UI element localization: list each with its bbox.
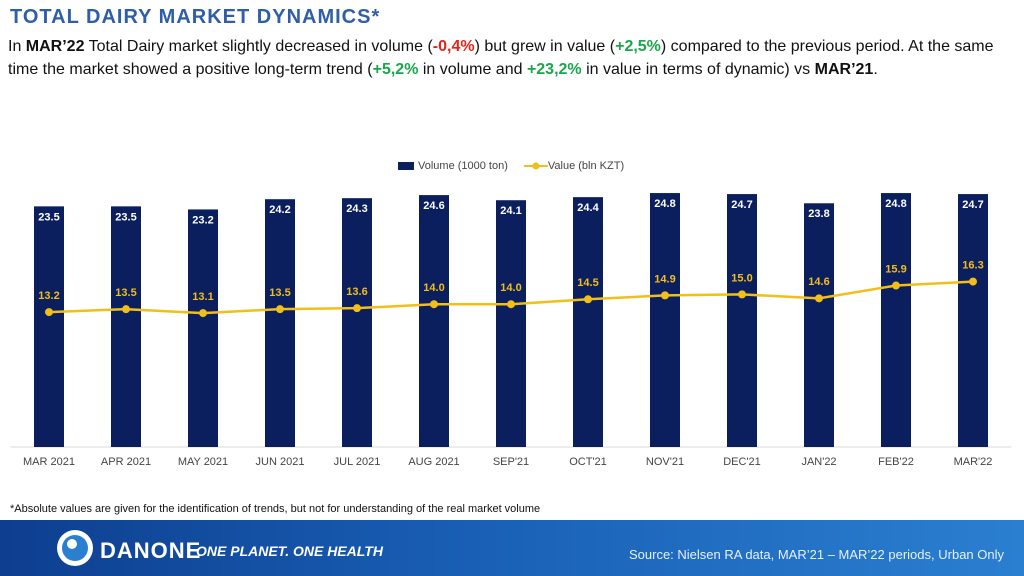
- intro-text: MAR’22: [25, 38, 85, 55]
- line-point: [661, 291, 669, 300]
- line-value-label: 13.1: [192, 291, 213, 303]
- bar: [573, 197, 603, 447]
- intro-text: +5,2%: [372, 61, 419, 78]
- x-tick-label: OCT'21: [569, 456, 607, 468]
- bar-value-label: 24.2: [269, 204, 290, 216]
- footnote: *Absolute values are given for the ident…: [10, 503, 541, 515]
- bar-value-label: 23.2: [192, 214, 213, 226]
- legend-label: Value (bln KZT): [548, 160, 624, 172]
- x-tick-label: JUN 2021: [256, 456, 305, 468]
- intro-text: MAR’21: [814, 61, 874, 78]
- footer-band: [0, 520, 1024, 576]
- bar: [188, 209, 218, 447]
- x-tick-label: JAN'22: [801, 456, 836, 468]
- line-point: [276, 305, 284, 314]
- line-point: [815, 294, 823, 303]
- x-tick-label: FEB'22: [878, 456, 914, 468]
- chart: Volume (1000 ton) Value (bln KZT) MAR 2021…: [10, 160, 1012, 468]
- line-point: [122, 305, 130, 314]
- bar-value-label: 24.4: [577, 202, 599, 214]
- intro-text: in value in terms of dynamic) vs: [581, 61, 815, 78]
- line-point: [969, 277, 977, 286]
- line-value-label: 13.5: [269, 287, 290, 299]
- bar-value-label: 23.5: [38, 211, 59, 223]
- bar: [496, 200, 526, 447]
- bar: [34, 206, 64, 447]
- intro-text: .: [873, 61, 878, 78]
- intro-text: +23,2%: [526, 61, 582, 78]
- line-value-label: 13.6: [346, 286, 367, 298]
- bar-value-label: 24.6: [423, 200, 444, 212]
- x-tick-label: MAR 2021: [23, 456, 75, 468]
- bar: [111, 206, 141, 447]
- logo: [57, 530, 93, 566]
- x-tick-label: DEC'21: [723, 456, 761, 468]
- line-point: [199, 309, 207, 318]
- bar: [727, 194, 757, 447]
- line-point: [738, 290, 746, 299]
- legend-swatch: [398, 162, 414, 170]
- intro-text: +2,5%: [615, 38, 661, 55]
- bar-value-label: 24.7: [731, 199, 752, 211]
- bar-value-label: 24.8: [885, 198, 906, 210]
- line-value-label: 14.6: [808, 276, 829, 288]
- bar-value-label: 23.8: [808, 208, 829, 220]
- line-value-label: 13.2: [38, 290, 59, 302]
- x-tick-label: AUG 2021: [408, 456, 459, 468]
- legend-label: Volume (1000 ton): [418, 160, 508, 172]
- intro-text: in volume and: [418, 61, 527, 78]
- bar: [804, 203, 834, 447]
- line-value-label: 14.0: [500, 282, 521, 294]
- x-tick-label: MAY 2021: [178, 456, 228, 468]
- line-point: [45, 308, 53, 317]
- legend-swatch: [532, 162, 540, 170]
- bar-value-label: 24.7: [962, 199, 983, 211]
- line-value-label: 13.5: [115, 287, 136, 299]
- bar-value-label: 24.3: [346, 203, 367, 215]
- source: Source: Nielsen RA data, MAR’21 – MAR’22…: [628, 547, 1004, 562]
- line-point: [507, 300, 515, 309]
- bar: [342, 198, 372, 447]
- line-value-label: 15.9: [885, 263, 906, 275]
- intro: In MAR’22 Total Dairy market slightly de…: [8, 35, 1018, 81]
- x-tick-label: NOV'21: [646, 456, 684, 468]
- line-point: [892, 281, 900, 290]
- x-tick-label: APR 2021: [101, 456, 151, 468]
- bar-value-label: 24.1: [500, 205, 521, 217]
- bar: [958, 194, 988, 447]
- brand: DANONE: [100, 538, 202, 563]
- line-value-label: 16.3: [962, 259, 983, 271]
- line-point: [430, 300, 438, 309]
- bar: [265, 199, 295, 447]
- intro-text: In: [8, 38, 26, 55]
- intro-text: Total Dairy market slightly decreased in…: [84, 38, 433, 55]
- intro-text: ) but grew in value (: [474, 38, 616, 55]
- title: TOTAL DAIRY MARKET DYNAMICS*: [10, 6, 381, 28]
- x-tick-label: JUL 2021: [334, 456, 381, 468]
- bar: [419, 195, 449, 447]
- intro-text: -0,4%: [432, 38, 475, 55]
- bar: [650, 193, 680, 447]
- intro-text: ) compared to the previous period. At th…: [8, 38, 994, 78]
- bar-value-label: 23.5: [115, 211, 136, 223]
- bar-value-label: 24.8: [654, 198, 675, 210]
- line-value-label: 14.9: [654, 273, 675, 285]
- slogan: ONE PLANET. ONE HEALTH: [196, 543, 383, 559]
- line-point: [584, 295, 592, 304]
- line-value-label: 15.0: [731, 272, 752, 284]
- bar: [881, 193, 911, 447]
- line-value-label: 14.5: [577, 277, 598, 289]
- line-point: [353, 304, 361, 313]
- line-value-label: 14.0: [423, 282, 444, 294]
- x-tick-label: MAR'22: [954, 456, 993, 468]
- x-tick-label: SEP'21: [493, 456, 529, 468]
